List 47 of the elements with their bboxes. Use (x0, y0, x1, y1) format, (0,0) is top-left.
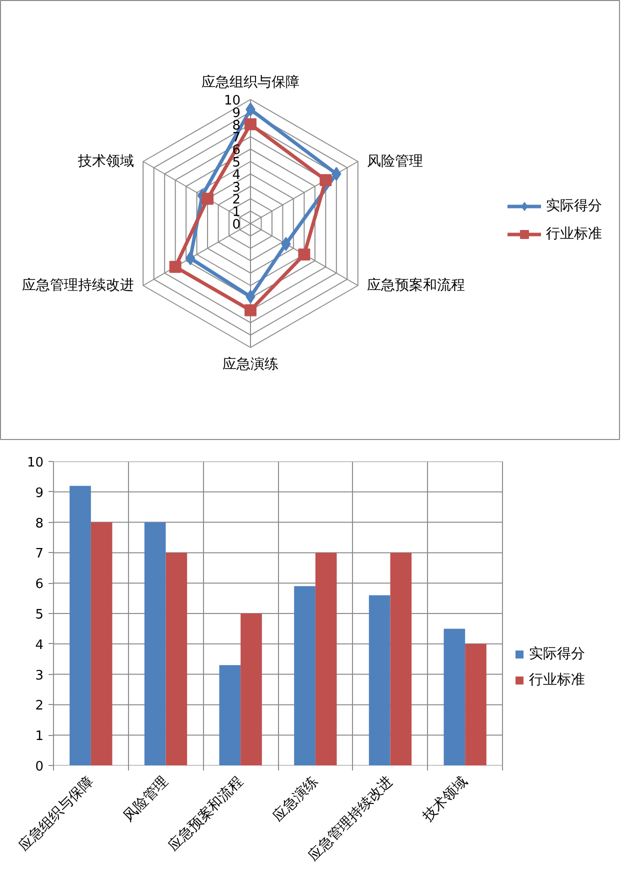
y-tick-label: 6 (232, 143, 241, 158)
y-tick-label: 4 (232, 168, 241, 183)
legend-label: 行业标准 (529, 671, 585, 689)
bar (294, 586, 316, 766)
y-tick-label: 1 (35, 729, 44, 744)
bar (144, 522, 166, 766)
bar (240, 614, 262, 766)
bar (465, 644, 486, 766)
y-tick-label: 10 (224, 94, 241, 108)
spoke-label: 风险管理 (366, 154, 423, 170)
x-tick-label: 应急演练 (270, 774, 322, 825)
y-tick-label: 6 (35, 577, 44, 592)
y-tick-label: 0 (35, 760, 44, 774)
x-tick-label: 应急组织与保障 (16, 774, 97, 854)
y-tick-label: 8 (232, 118, 241, 134)
y-tick-label: 9 (35, 486, 44, 501)
y-tick-label: 9 (232, 106, 241, 121)
y-tick-label: 2 (35, 698, 44, 714)
legend-label: 实际得分 (529, 645, 585, 663)
y-tick-label: 3 (35, 668, 44, 684)
bar (315, 552, 337, 766)
x-tick-label: 风险管理 (120, 774, 172, 825)
y-tick-label: 5 (232, 156, 241, 170)
y-tick-label: 8 (35, 516, 44, 532)
spoke-label: 应急管理持续改进 (22, 278, 134, 294)
bar (90, 522, 112, 766)
bar (219, 665, 241, 766)
spoke-label: 应急演练 (222, 356, 278, 372)
x-tick-label: 技术领域 (419, 774, 471, 826)
bar (390, 552, 412, 766)
bar (166, 552, 188, 766)
bar (70, 486, 91, 766)
legend-label: 行业标准 (546, 225, 602, 243)
y-tick-label: 7 (35, 546, 44, 562)
y-tick-label: 10 (26, 456, 44, 470)
legend-label: 实际得分 (546, 197, 602, 215)
y-tick-label: 0 (232, 218, 241, 232)
y-tick-label: 1 (232, 205, 241, 220)
spoke-label: 技术领域 (77, 154, 134, 170)
bar (444, 628, 466, 766)
y-tick-label: 5 (35, 608, 44, 622)
spoke-label: 应急预案和流程 (366, 276, 465, 294)
bar (368, 595, 390, 766)
y-tick-label: 4 (35, 638, 44, 653)
spoke-label: 应急组织与保障 (202, 74, 300, 90)
y-tick-label: 7 (232, 130, 241, 146)
y-tick-label: 2 (232, 192, 241, 208)
